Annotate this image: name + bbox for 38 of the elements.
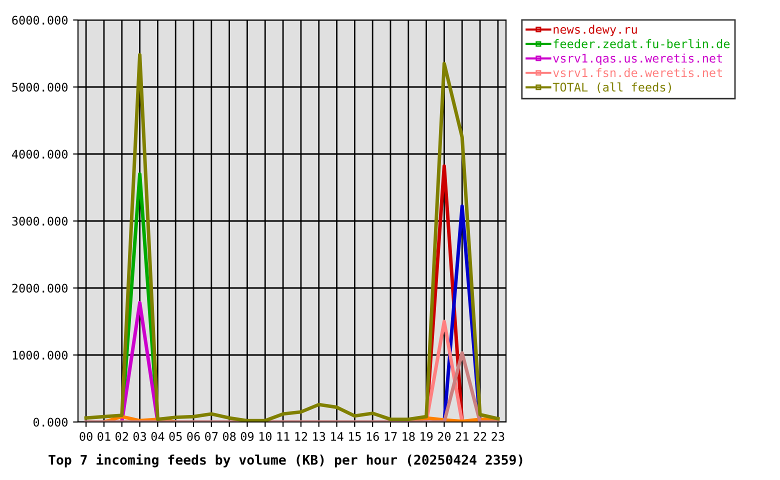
- y-tick-label: 5000.000: [12, 82, 68, 92]
- y-tick-label: 0.000: [34, 418, 68, 427]
- legend-label: feeder.zedat.fu-berlin.de: [554, 39, 730, 48]
- x-tick-label: 11: [277, 432, 290, 441]
- x-tick-label: 05: [169, 432, 182, 441]
- x-tick-label: 19: [420, 432, 433, 441]
- text: Top 7 incoming feeds by volume (KB) per hour (20250424 2359): [48, 454, 522, 468]
- x-tick-label: 07: [205, 432, 218, 441]
- x-tick-label: 17: [384, 432, 397, 441]
- x-tick-label: 22: [474, 432, 486, 441]
- x-tick-label: 04: [151, 432, 164, 441]
- x-tick-label: 06: [187, 432, 200, 441]
- x-tick-label: 01: [98, 432, 110, 441]
- x-tick-label: 08: [222, 432, 236, 441]
- legend-label: vsrv1.fsn.de.weretis.net: [553, 68, 722, 78]
- x-tick-label: 23: [492, 432, 504, 441]
- x-tick-label: 18: [402, 432, 415, 441]
- x-tick-label: 10: [259, 432, 272, 441]
- x-tick-label: 13: [313, 432, 326, 441]
- x-tick-label: 03: [133, 432, 146, 441]
- x-tick-label: 02: [116, 432, 128, 441]
- legend-label: TOTAL (all feeds): [552, 82, 671, 93]
- x-tick-label: 09: [240, 432, 254, 441]
- x-tick-label: 16: [366, 432, 379, 441]
- y-tick-label: 4000.000: [12, 150, 68, 159]
- x-tick-label: 00: [80, 432, 92, 441]
- y-tick-label: 2000.000: [12, 284, 68, 293]
- x-tick-label: 15: [348, 432, 361, 441]
- y-tick-label: 3000.000: [12, 216, 68, 226]
- x-tick-label: 12: [295, 432, 308, 441]
- x-tick-label: 14: [331, 432, 344, 441]
- x-tick-label: 20: [438, 432, 451, 441]
- y-tick-label: 6000.000: [12, 16, 68, 25]
- line-series: [84, 53, 500, 422]
- x-tick-label: 21: [456, 432, 468, 441]
- legend-label: news.dewy.ru: [554, 24, 637, 36]
- legend-label: vsrv1.qas.us.weretis.net: [553, 54, 722, 66]
- y-tick-label: 1000.000: [12, 350, 68, 360]
